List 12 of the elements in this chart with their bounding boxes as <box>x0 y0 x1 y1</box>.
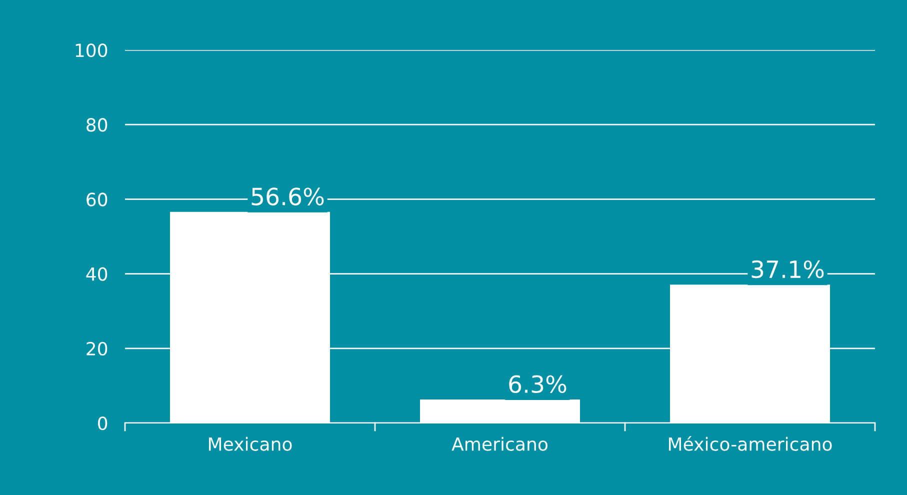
x-tick-label: Mexicano <box>208 436 292 451</box>
data-label: 6.3% <box>509 375 566 394</box>
y-tick-label: 60 <box>86 192 108 206</box>
y-tick-label: 0 <box>98 416 108 430</box>
x-tick-label: México-americano <box>668 436 832 451</box>
data-label: 37.1% <box>752 260 824 278</box>
y-tick-label: 40 <box>86 267 108 281</box>
y-tick-label: 20 <box>86 342 108 356</box>
y-tick-label: 80 <box>86 118 108 132</box>
data-label: 56.6% <box>252 188 324 206</box>
y-tick-label: 100 <box>76 43 108 58</box>
x-tick-label: Americano <box>452 436 548 451</box>
